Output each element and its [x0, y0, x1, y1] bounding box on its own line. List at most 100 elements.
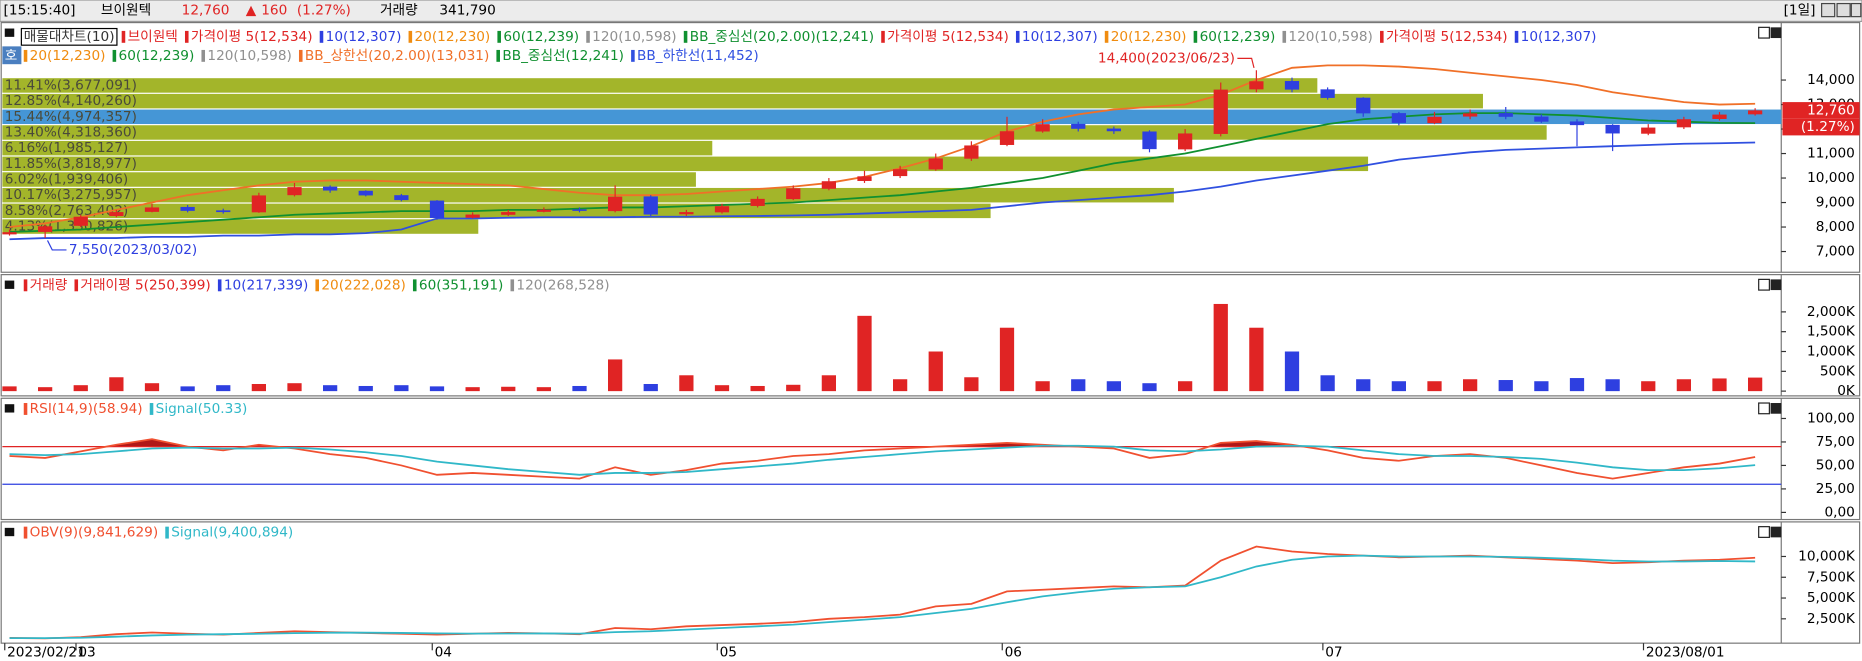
- candle-body: [1284, 81, 1300, 90]
- candle-body: [786, 188, 801, 200]
- y-tick-label: 500K: [1820, 363, 1856, 379]
- volume-bar: [1569, 378, 1585, 392]
- legend-marker: [631, 49, 635, 62]
- panel-close[interactable]: [1770, 403, 1782, 414]
- volume-bar: [216, 385, 231, 392]
- volume-profile-bar: [2, 187, 1174, 203]
- volume-profile-bar: [2, 109, 1782, 125]
- volume-profile-label: 13.40%(4,318,360): [5, 124, 137, 140]
- candle-body: [501, 212, 516, 215]
- panel-icon: [4, 280, 15, 289]
- period[interactable]: [1일]: [1784, 3, 1816, 19]
- volume-profile-label: 12.85%(4,140,260): [5, 93, 137, 109]
- legend-marker: [217, 279, 222, 292]
- x-tick-label: 07: [1325, 645, 1342, 661]
- panel-restore[interactable]: [1758, 26, 1770, 39]
- volume-profile-bar: [2, 78, 1318, 93]
- minimize-button[interactable]: [1821, 2, 1836, 18]
- y-tick-label: 50,00: [1816, 457, 1855, 473]
- volume-profile-bar: [2, 93, 1483, 109]
- candle-body: [1569, 121, 1585, 126]
- panel-frame: [0, 397, 1861, 521]
- rate: (1.27%): [297, 3, 351, 19]
- legend-label: BB_상한선(20,2.00)(13,031): [305, 48, 489, 64]
- volume-bar: [38, 387, 53, 392]
- candle-body: [1178, 133, 1193, 150]
- legend-label: 브이원텍: [128, 29, 178, 45]
- candle-body: [1035, 124, 1050, 132]
- series-line: [9, 545, 1756, 640]
- annotation-arrow: [46, 240, 67, 251]
- candle-body: [287, 187, 302, 196]
- volume-bar: [572, 385, 587, 392]
- legend-marker: [497, 30, 501, 43]
- volume-bar: [821, 375, 836, 392]
- series-line: [9, 112, 1756, 233]
- volume-bar: [1463, 379, 1478, 392]
- volume-profile-label: 11.85%(3,818,977): [5, 156, 137, 172]
- candle-body: [1249, 81, 1264, 90]
- volume-bar: [501, 386, 516, 392]
- candle-body: [465, 214, 480, 218]
- volume-bar: [109, 377, 124, 392]
- candle-body: [1641, 127, 1656, 134]
- legend-marker: [1282, 30, 1287, 43]
- close-button[interactable]: [1850, 2, 1862, 18]
- candle-body: [1712, 114, 1727, 120]
- volume-bar: [750, 385, 765, 392]
- panel-restore[interactable]: [1758, 278, 1770, 291]
- volume-profile-bar: [2, 125, 1547, 140]
- volume-bar: [1071, 379, 1086, 392]
- volume-bar: [1035, 381, 1050, 392]
- volume-bar: [964, 377, 979, 392]
- panel-close[interactable]: [1770, 279, 1782, 291]
- candle-body: [358, 190, 373, 196]
- y-tick-label: 2,000K: [1807, 304, 1856, 320]
- volume-bar: [180, 386, 195, 392]
- candle-body: [109, 212, 124, 217]
- series-line: [9, 438, 1756, 480]
- candle-body: [1748, 110, 1763, 115]
- legend-label: 20(222,028): [321, 277, 405, 293]
- volume-bar: [2, 386, 17, 392]
- volume-bar: [1712, 378, 1727, 392]
- legend-label: BB_하한선(11,452): [637, 48, 759, 64]
- change-arrow: ▲: [246, 3, 257, 19]
- legend-marker: [23, 526, 28, 539]
- legend-label: 60(351,191): [419, 277, 503, 293]
- legend-label: 10(12,307): [1022, 29, 1098, 45]
- candle-body: [1106, 128, 1121, 132]
- panel-frame: [0, 521, 1861, 644]
- legend-marker: [23, 279, 28, 292]
- candle-body: [714, 206, 730, 213]
- candle-body: [1213, 89, 1228, 134]
- panel-restore[interactable]: [1758, 526, 1770, 538]
- volume-label: 거래량: [380, 3, 418, 19]
- legend-label: OBV(9)(9,841,629): [30, 525, 158, 541]
- maximize-button[interactable]: [1836, 2, 1851, 18]
- overbought-fill: [9, 439, 1756, 447]
- volume-bar: [1498, 380, 1513, 392]
- y-tick-label: 2,500K: [1807, 611, 1856, 627]
- y-tick-label: 11,000: [1807, 146, 1855, 162]
- panel-close[interactable]: [1770, 526, 1782, 538]
- candle-body: [429, 200, 445, 218]
- legend-label: 120(10,598): [207, 48, 291, 64]
- candle-body: [2, 232, 17, 235]
- volume-bar: [429, 386, 445, 392]
- legend-box: [20, 27, 118, 46]
- y-tick-label: 25,00: [1816, 481, 1855, 497]
- y-tick-label: 0K: [1837, 383, 1856, 399]
- volume-bar: [643, 383, 658, 392]
- legend-label: 거래이평 5(250,399): [80, 277, 210, 293]
- panel-restore[interactable]: [1758, 402, 1770, 415]
- legend-marker: [1514, 30, 1519, 43]
- y-tick-label: 10,000: [1807, 170, 1855, 186]
- legend-marker: [319, 30, 324, 43]
- change: 160: [261, 3, 287, 19]
- panel-close[interactable]: [1770, 27, 1782, 39]
- volume-bar: [714, 385, 730, 392]
- volume: 341,790: [439, 3, 495, 19]
- candle-body: [1356, 97, 1371, 114]
- candle-body: [1320, 89, 1335, 98]
